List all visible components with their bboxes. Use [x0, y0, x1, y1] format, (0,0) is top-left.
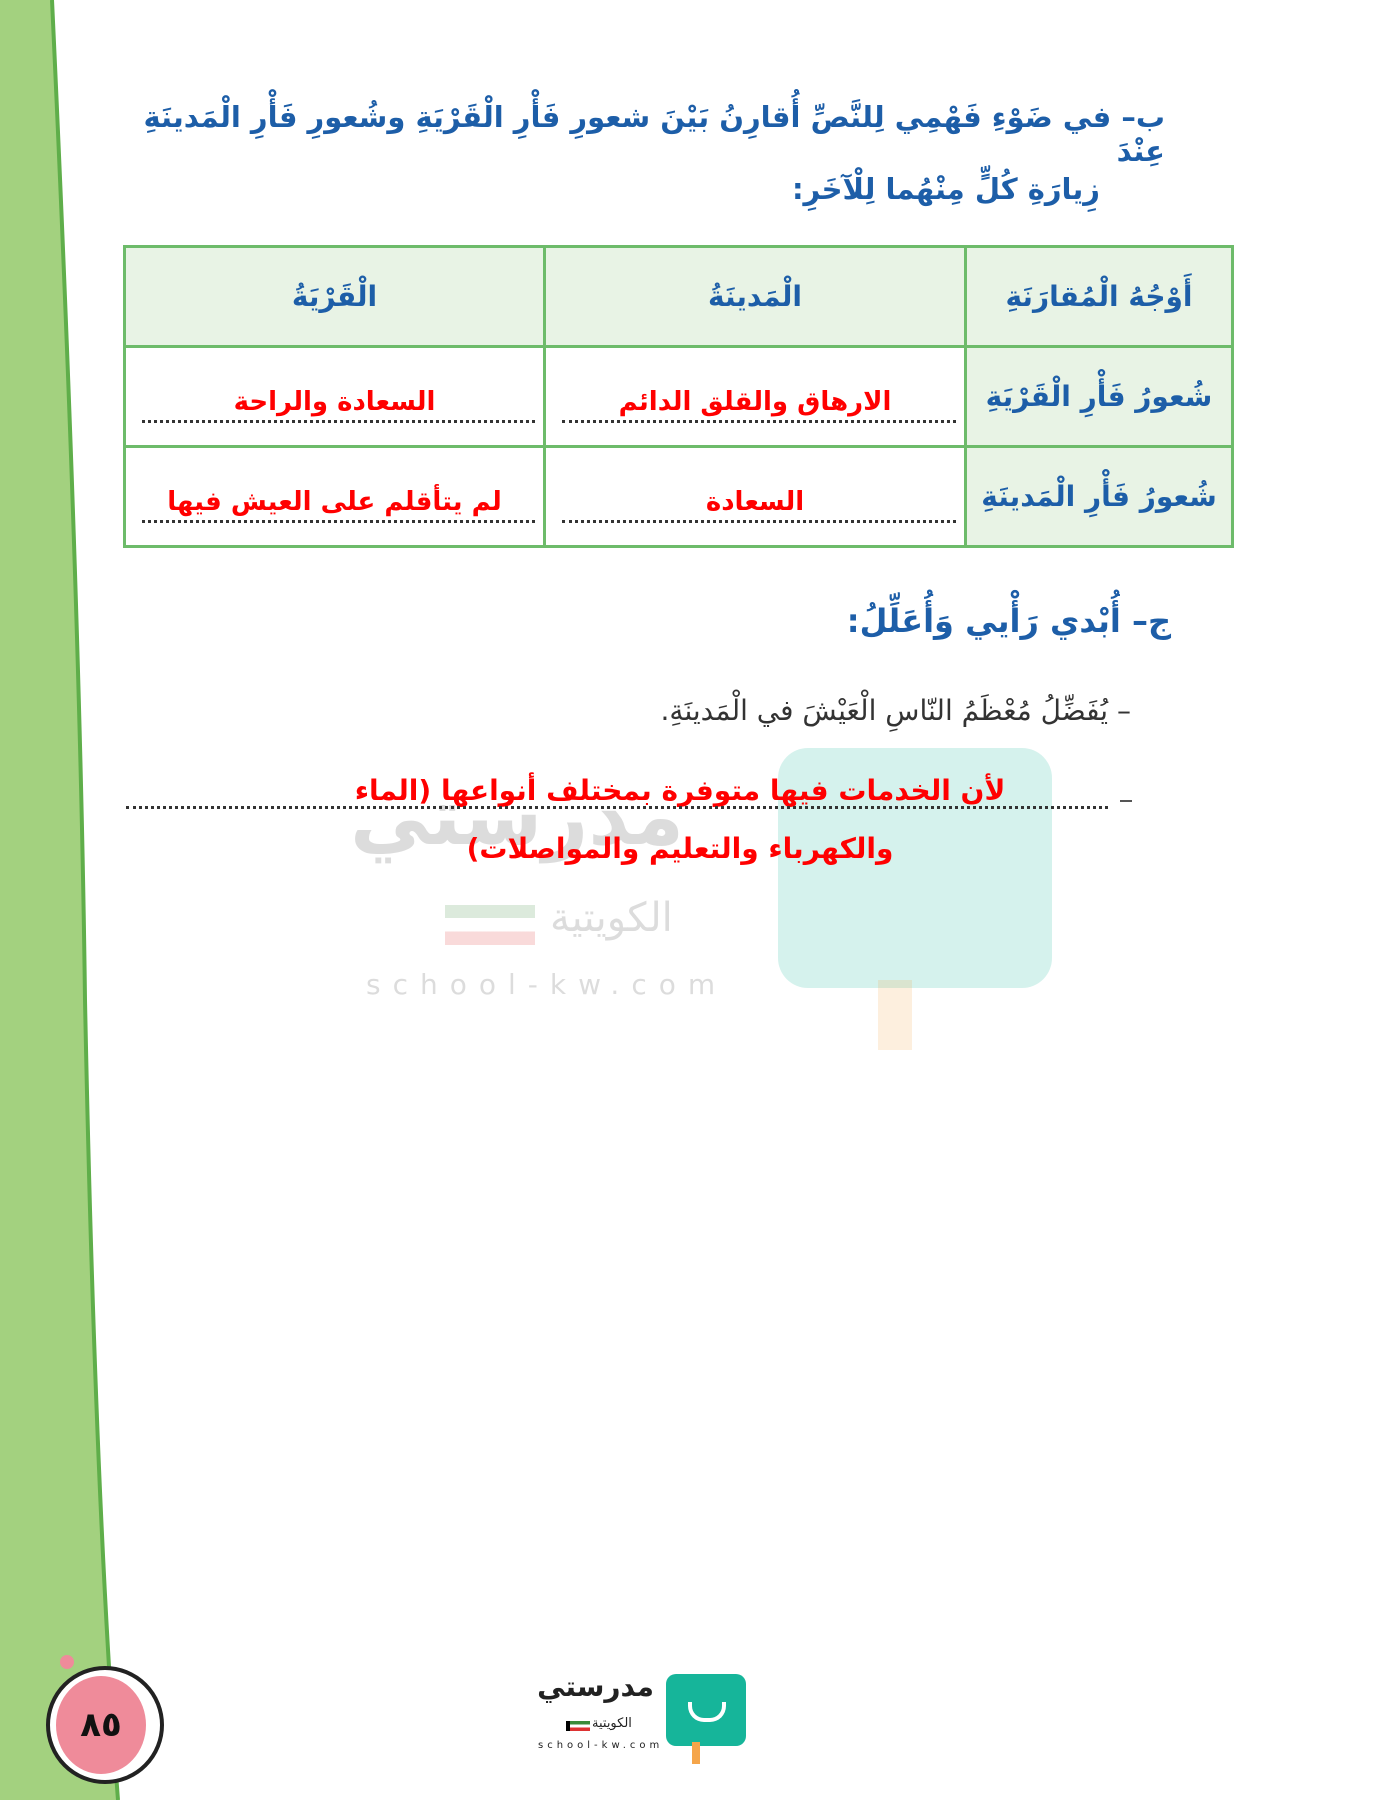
bullet-dash	[1120, 800, 1132, 802]
question-b-line1: ب– في ضَوْءِ فَهْمِي لِلنَّصِّ أُقارِنُ …	[143, 100, 1165, 168]
answer-text: السعادة	[705, 487, 805, 517]
table-row: شُعورُ فَأْرِ الْمَدينَةِ السعادة لم يتأ…	[123, 445, 1234, 548]
row-label: شُعورُ فَأْرِ الْمَدينَةِ	[964, 445, 1234, 548]
logo-url: school-kw.com	[538, 1740, 664, 1751]
answer-line1: لأن الخدمات فيها متوفرة بمختلف أنواعها (…	[354, 774, 1006, 807]
apple-stem-icon	[60, 1655, 74, 1669]
answer-text: الارهاق والقلق الدائم	[618, 387, 892, 417]
answer-line2: والكهرباء والتعليم والمواصلات)	[466, 832, 894, 865]
logo-icon	[666, 1674, 746, 1746]
logo-name: مدرستي	[537, 1670, 654, 1703]
page-number-badge: ٨٥	[46, 1666, 164, 1784]
question-b-line2: زِيارَةِ كُلٍّ مِنْهُما لِلْآخَرِ:	[791, 172, 1100, 206]
logo-flag-icon	[566, 1721, 590, 1731]
watermark-flag-icon	[445, 905, 535, 945]
answer-cell[interactable]: لم يتأقلم على العيش فيها	[123, 445, 546, 548]
header-aspects: أَوْجُهُ الْمُقارَنَةِ	[964, 245, 1234, 348]
header-village: الْقَرْيَةُ	[123, 245, 546, 348]
logo-sub: الكويتية	[592, 1716, 632, 1731]
answer-dotted-line[interactable]	[126, 806, 1108, 809]
decorative-side-band	[0, 0, 120, 1800]
watermark-name: مدرستي	[350, 770, 685, 863]
answer-cell[interactable]: السعادة والراحة	[123, 345, 546, 448]
table-row: شُعورُ فَأْرِ الْقَرْيَةِ الارهاق والقلق…	[123, 345, 1234, 448]
comparison-table: أَوْجُهُ الْمُقارَنَةِ الْمَدينَةُ الْقَ…	[123, 245, 1234, 548]
watermark-bookmark-icon	[878, 980, 912, 1050]
answer-cell[interactable]: الارهاق والقلق الدائم	[543, 345, 967, 448]
answer-cell[interactable]: السعادة	[543, 445, 967, 548]
header-city: الْمَدينَةُ	[543, 245, 967, 348]
question-c-heading: ج– أُبْدي رَأْيي وَأُعَلِّلُ:	[846, 602, 1171, 640]
question-c-statement: – يُفَضِّلُ مُعْظَمُ النّاسِ الْعَيْشَ ف…	[660, 694, 1131, 727]
answer-text: لم يتأقلم على العيش فيها	[167, 487, 502, 517]
row-label: شُعورُ فَأْرِ الْقَرْيَةِ	[964, 345, 1234, 448]
page-number: ٨٥	[56, 1676, 146, 1774]
watermark-sub: الكويتية	[550, 895, 673, 941]
watermark-url: school-kw.com	[366, 968, 728, 1001]
watermark-logo-icon	[778, 748, 1052, 988]
logo-bookmark-icon	[692, 1742, 700, 1764]
answer-text: السعادة والراحة	[233, 387, 436, 417]
